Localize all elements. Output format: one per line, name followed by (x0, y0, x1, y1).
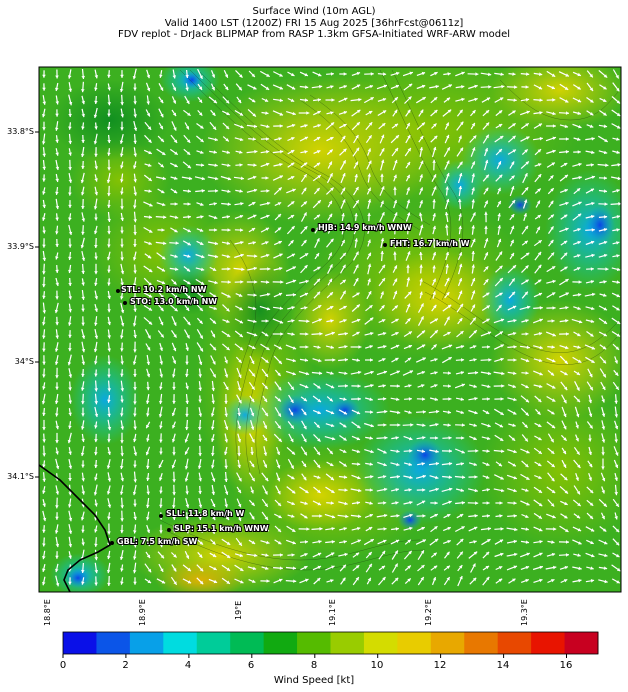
wind-vectors (41, 68, 621, 587)
colorbar-cell (96, 632, 131, 654)
colorbar-tick-6: 6 (247, 660, 255, 671)
colorbar-cell (263, 632, 298, 654)
colorbar-cell (464, 632, 499, 654)
station-gbl[interactable]: GBL: 7.5 km/h SW (110, 536, 199, 547)
colorbar-tick-2: 2 (122, 660, 129, 671)
station-sll[interactable]: SLL: 11.8 km/h W (159, 508, 246, 519)
station-label-hjb: HJB: 14.9 km/h WNW (318, 223, 412, 232)
map-frame (38, 66, 622, 593)
colorbar-cell (163, 632, 198, 654)
colorbar-cell (230, 632, 265, 654)
colorbar-tick-14: 14 (496, 660, 510, 671)
colorbar-cell (564, 632, 599, 654)
lon-label-18-8: 18.8°E (43, 599, 52, 626)
colorbar-tick-0: 0 (59, 660, 67, 671)
colorbar (62, 631, 599, 658)
station-sto[interactable]: STO: 13.0 km/h NW (123, 296, 218, 307)
station-fht[interactable]: FHT: 16.7 km/h W (383, 238, 471, 249)
title-line-1: Surface Wind (10m AGL) (252, 6, 376, 17)
lon-label-19-1: 19.1°E (328, 599, 337, 626)
wind-speed-field (39, 67, 621, 592)
coastline (39, 464, 111, 592)
colorbar-cell (497, 632, 532, 654)
colorbar-cell (430, 632, 465, 654)
lat-label-33-9: 33.9°S (7, 242, 34, 251)
colorbar-cell (330, 632, 365, 654)
lat-label-34-0: 34°S (14, 357, 34, 366)
station-label-fht: FHT: 16.7 km/h W (390, 239, 470, 248)
figure-title: Surface Wind (10m AGL) Valid 1400 LST (1… (0, 6, 628, 41)
title-line-3: FDV replot - DrJack BLIPMAP from RASP 1.… (117, 29, 511, 40)
lat-label-34-1: 34.1°S (7, 472, 34, 481)
colorbar-cell (531, 632, 566, 654)
station-label-slp: SLP: 15.1 km/h WNW (174, 524, 269, 533)
colorbar-cell (397, 632, 432, 654)
colorbar-cell (63, 632, 97, 654)
lon-label-19-3: 19.3°E (520, 599, 529, 626)
colorbar-cell (363, 632, 398, 654)
station-stl[interactable]: STL: 10.2 km/h NW (116, 284, 208, 295)
colorbar-cell (196, 632, 231, 654)
station-markers: HJB: 14.9 km/h WNW FHT: 16.7 km/h W STL:… (110, 222, 471, 547)
colorbar-tick-4: 4 (184, 660, 192, 671)
colorbar-tick-8: 8 (310, 660, 318, 671)
station-slp[interactable]: SLP: 15.1 km/h WNW (167, 523, 270, 534)
station-label-stl: STL: 10.2 km/h NW (121, 285, 207, 294)
station-hjb[interactable]: HJB: 14.9 km/h WNW (311, 222, 413, 233)
title-line-2: Valid 1400 LST (1200Z) FRI 15 Aug 2025 [… (164, 17, 464, 29)
colorbar-cell (129, 632, 164, 654)
lon-label-18-9: 18.9°E (138, 599, 147, 626)
colorbar-cell (297, 632, 331, 654)
colorbar-tick-10: 10 (370, 660, 384, 671)
lon-label-19-2: 19.2°E (424, 599, 433, 626)
colorbar-tick-12: 12 (433, 660, 447, 671)
colorbar-label: Wind Speed [kt] (273, 675, 355, 686)
lat-label-33-8: 33.8°S (7, 127, 34, 136)
colorbar-tick-16: 16 (559, 660, 573, 671)
lat-ticks (35, 131, 39, 478)
lon-label-19-0: 19°E (234, 600, 243, 620)
station-label-gbl: GBL: 7.5 km/h SW (117, 537, 198, 546)
station-label-sll: SLL: 11.8 km/h W (166, 509, 245, 518)
station-label-sto: STO: 13.0 km/h NW (130, 297, 217, 306)
